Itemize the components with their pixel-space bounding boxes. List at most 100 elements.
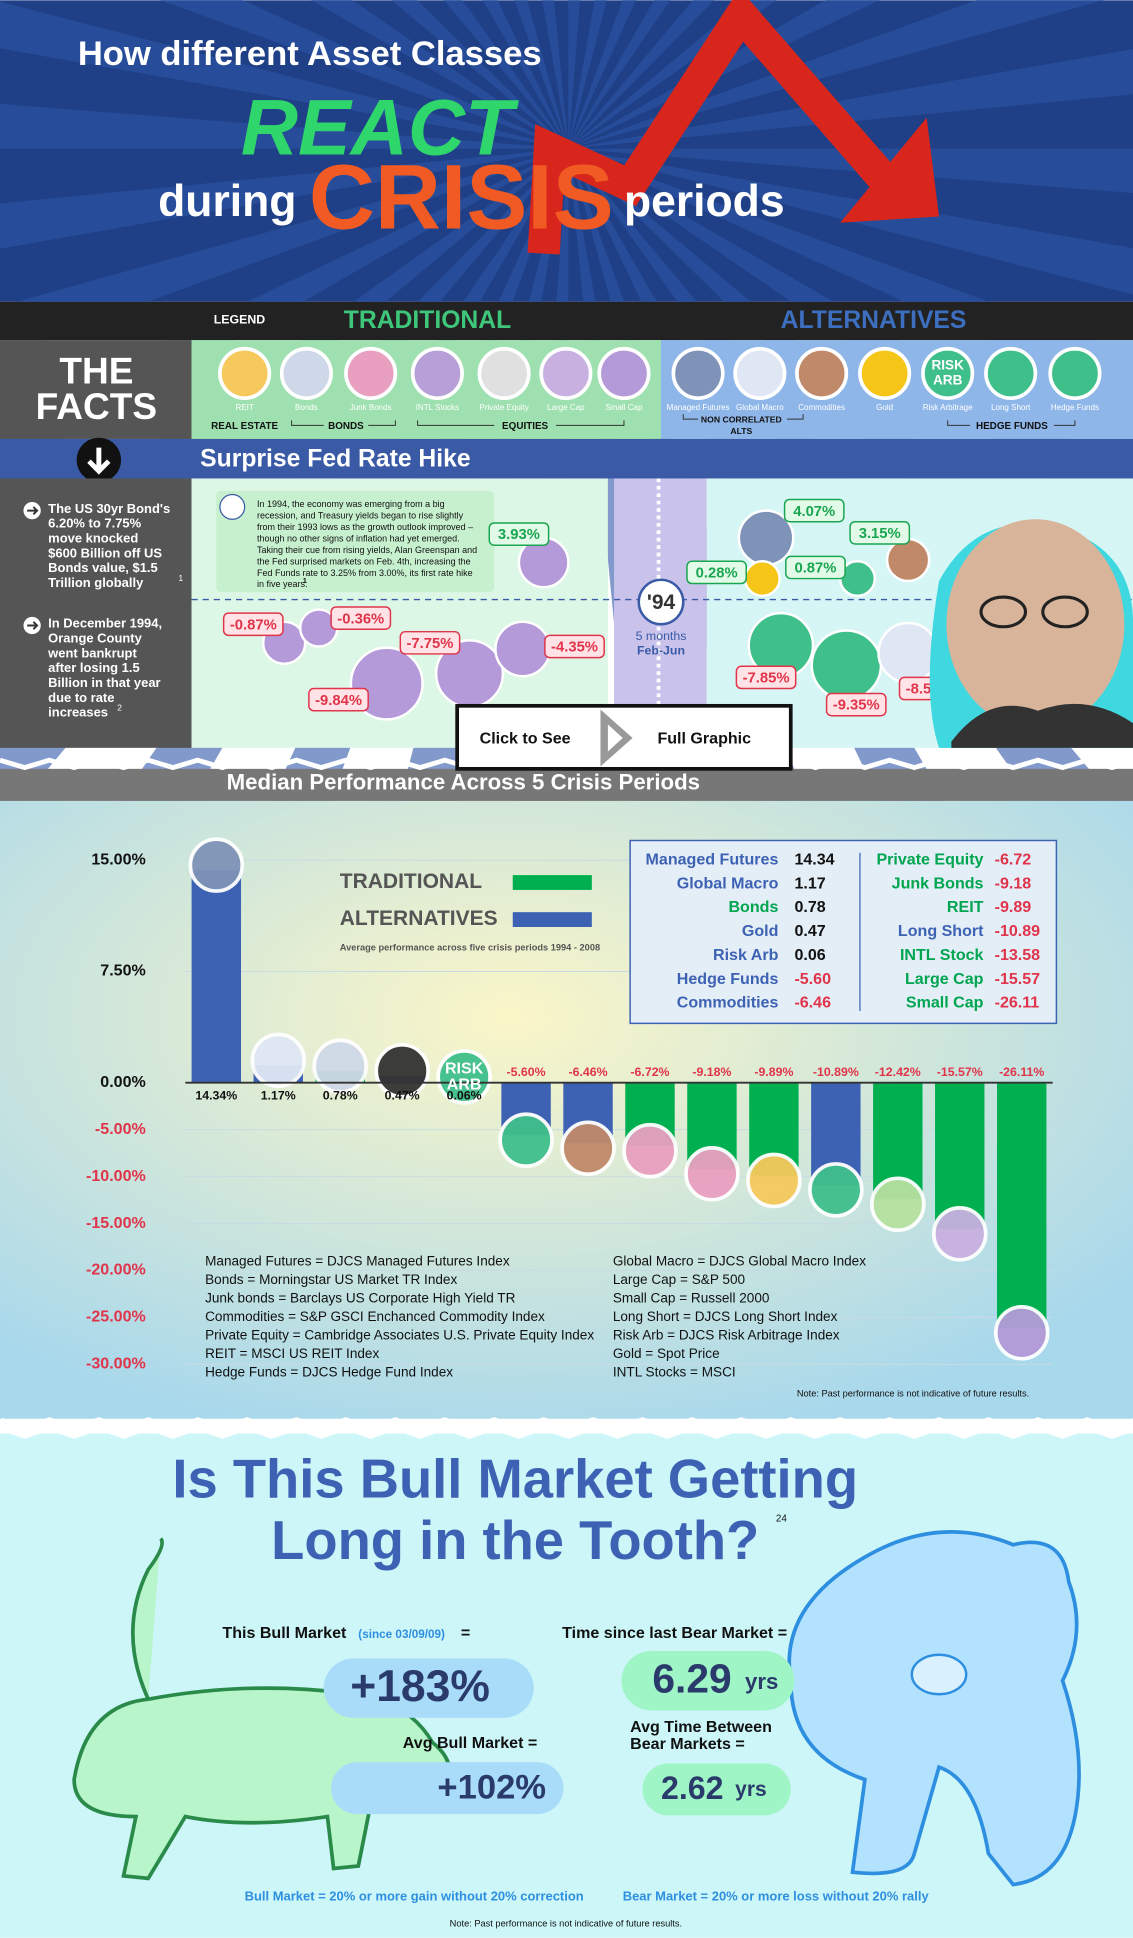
stat-unit: yrs — [735, 1778, 767, 1801]
value-label: 14.34% — [195, 1089, 237, 1103]
value-label: -5.60% — [507, 1065, 546, 1079]
value-pill — [686, 560, 748, 585]
note-text: Fed Funds rate to 3.25% from 3.00%, its … — [257, 568, 473, 578]
value-pill — [488, 522, 550, 546]
table-name: Managed Futures — [646, 851, 779, 869]
table-name: Long Short — [898, 922, 984, 940]
fact-text: In December 1994, — [48, 616, 162, 631]
table-name: Risk Arb — [713, 946, 779, 964]
fact-text: move knocked — [48, 530, 138, 545]
chart-title: Median Performance Across 5 Crisis Perio… — [227, 770, 700, 795]
legend-item: Global Macro — [736, 403, 784, 412]
icon-label: ARB — [447, 1076, 482, 1094]
bar — [935, 1082, 985, 1229]
crisis-arrow — [527, 0, 902, 255]
section-title: Long in the Tooth? — [271, 1510, 759, 1571]
bar-icon — [498, 1112, 554, 1168]
bar-icon — [374, 1042, 430, 1099]
button-text[interactable]: Full Graphic — [657, 729, 751, 747]
value-pill — [308, 687, 369, 712]
button-arrow-inner[interactable] — [607, 724, 623, 752]
legend-icon — [1048, 346, 1102, 401]
value-pill — [544, 634, 605, 659]
table-value: -13.58 — [995, 946, 1041, 964]
title: REACT — [241, 83, 519, 172]
table-value: -26.11 — [995, 994, 1040, 1012]
value-pill — [783, 498, 845, 523]
legend-icon — [921, 346, 975, 401]
legend-item: INTL Stocks — [416, 403, 459, 412]
legend-icon — [218, 346, 272, 401]
icon-label: RISK — [931, 358, 964, 373]
bar-icon — [808, 1162, 864, 1218]
bar — [997, 1082, 1047, 1328]
table-name: REIT — [947, 898, 984, 916]
definition: Bear Market = 20% or more loss without 2… — [623, 1888, 930, 1903]
stat-pill — [331, 1762, 564, 1815]
value-label: 0.47% — [385, 1089, 420, 1103]
full-graphic-button[interactable]: Click to See Full Graphic — [455, 703, 793, 771]
stat-label: = — [461, 1624, 470, 1642]
value-label: -12.42% — [875, 1065, 921, 1079]
note: Note: Past performance is not indicative… — [450, 1919, 682, 1929]
group-gap — [969, 419, 1054, 432]
portrait-suit — [951, 703, 1133, 748]
legend-item: Small Cap — [605, 403, 643, 412]
legend-swatch — [512, 912, 592, 927]
legend-group: REAL ESTATE — [211, 421, 278, 432]
legend-icon — [279, 346, 333, 401]
value-label: -9.89% — [754, 1065, 793, 1079]
asset-bubble — [885, 537, 931, 583]
value-pill — [785, 555, 846, 580]
fact-text: Billion in that year — [48, 675, 160, 690]
note-text: recession, and Treasury yields began to … — [257, 510, 464, 520]
note-text: Taking their cue from rising yields, Ala… — [257, 545, 477, 555]
value-pill — [849, 520, 911, 545]
facts-title: THE — [59, 349, 133, 391]
definition: INTL Stocks = MSCI — [613, 1365, 736, 1380]
legend-icon — [858, 346, 912, 401]
stat-value: +102% — [437, 1769, 546, 1807]
legend-icon — [344, 346, 398, 401]
value-label: -4.35% — [551, 640, 598, 656]
table-name: Junk Bonds — [892, 874, 984, 892]
value-label: -26.11% — [999, 1065, 1044, 1079]
value-label: 4.07% — [793, 504, 835, 520]
fact-text: Trillion globally — [48, 575, 144, 590]
note-text: from their 1993 lows as the growth outlo… — [257, 522, 473, 532]
ray — [160, 0, 569, 149]
bar — [191, 870, 242, 1083]
footnote: 24 — [776, 1513, 787, 1524]
bar-icon — [560, 1120, 616, 1177]
bullet-arrow — [27, 621, 39, 630]
table-value: 0.06 — [794, 946, 825, 964]
y-tick-label: -10.00% — [86, 1167, 146, 1185]
facts-body — [0, 478, 192, 748]
value-label: -7.85% — [743, 671, 790, 687]
note-text: in five years. — [257, 579, 308, 589]
legend-item: Long Short — [991, 403, 1031, 412]
stat-label: Time since last Bear Market = — [562, 1624, 787, 1642]
value-pill — [222, 612, 284, 637]
y-tick-label: -30.00% — [86, 1355, 146, 1373]
value-label: -10.89% — [813, 1065, 859, 1079]
button-text[interactable]: Click to See — [480, 729, 571, 747]
table-name: Global Macro — [677, 874, 779, 892]
value-label: -7.75% — [407, 636, 454, 652]
duration: 5 months — [636, 629, 687, 643]
footnote: 1 — [303, 576, 307, 585]
value-label: -6.46% — [568, 1065, 607, 1079]
fact-text: The US 30yr Bond's — [48, 501, 170, 516]
glasses — [979, 595, 1028, 629]
table-name: Bonds — [728, 898, 778, 916]
table-value: -9.18 — [995, 874, 1032, 892]
title: during — [158, 177, 296, 226]
bar-icon — [188, 837, 245, 893]
period: Feb-Jun — [637, 644, 685, 658]
y-tick-label: -25.00% — [86, 1308, 146, 1326]
value-label: 3.15% — [859, 526, 901, 542]
year: '94 — [647, 591, 676, 614]
legend-item: Risk Arbitrage — [923, 403, 973, 412]
bear-muzzle — [910, 1653, 968, 1696]
portrait-face — [946, 519, 1125, 730]
